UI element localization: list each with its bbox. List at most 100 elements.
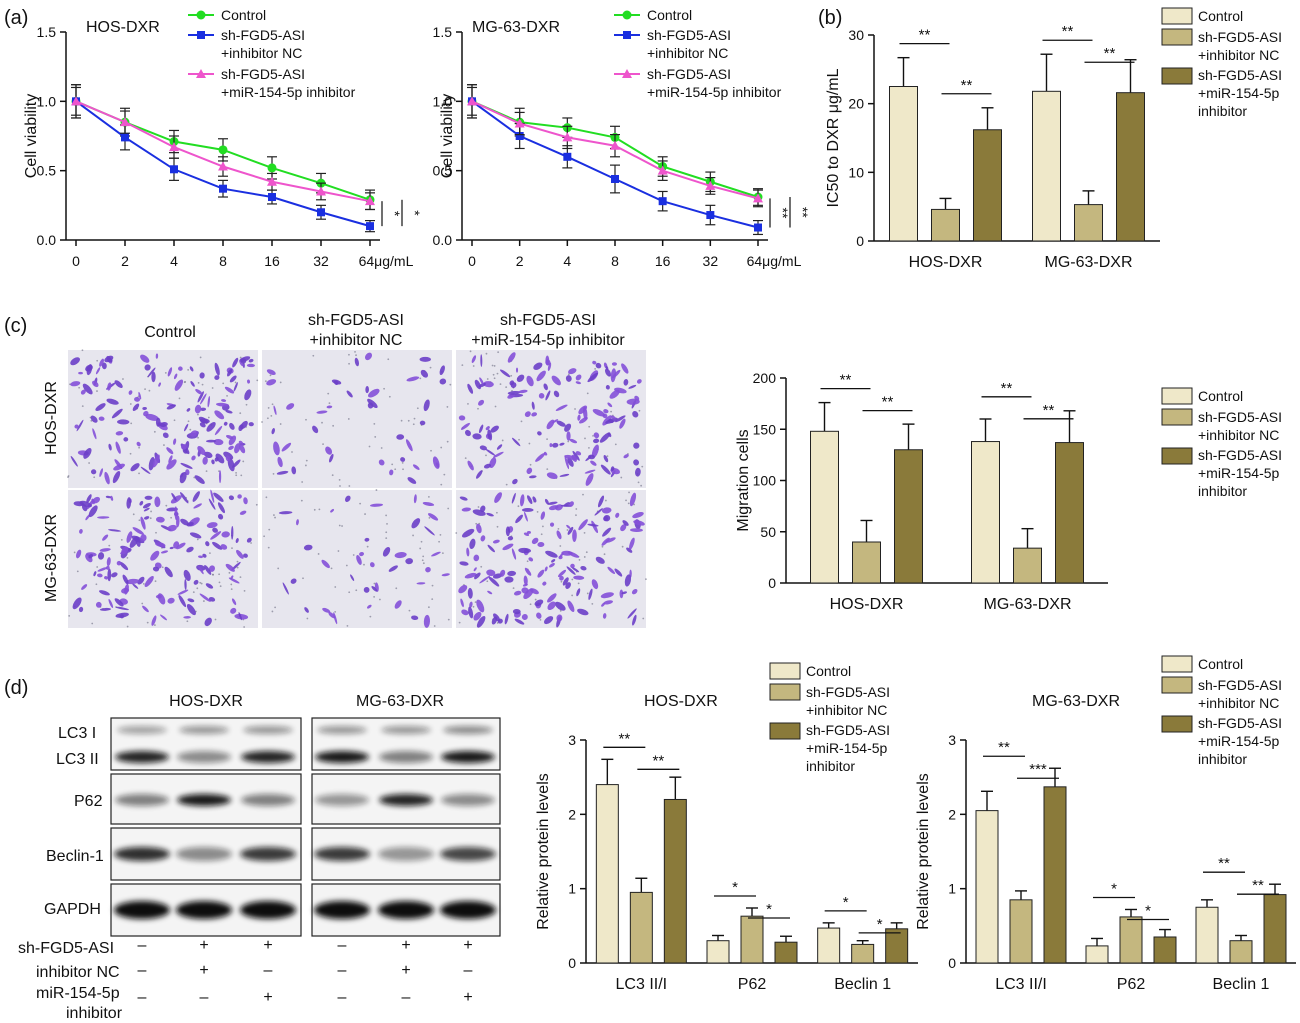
blot-band	[177, 794, 231, 806]
pore-dot	[385, 531, 388, 534]
legend-d2: Control sh-FGD5-ASI +inhibitor NC sh-FGD…	[1161, 655, 1282, 767]
blot-band	[243, 726, 293, 734]
pore-dot	[264, 380, 267, 383]
pore-dot	[338, 478, 341, 481]
stained-cell	[458, 584, 468, 594]
stained-cell	[603, 514, 611, 522]
pore-dot	[477, 506, 480, 508]
stained-cell	[213, 438, 224, 446]
x-tick-label: 16	[655, 253, 671, 269]
stained-cell	[114, 598, 124, 607]
pore-dot	[165, 504, 168, 507]
pore-dot	[583, 531, 586, 534]
x-tick-label: Beclin 1	[1213, 976, 1270, 993]
chart-a1-title: HOS-DXR	[86, 19, 160, 36]
condition-sign: –	[338, 937, 347, 954]
stained-cell	[458, 415, 466, 421]
stained-cell	[88, 505, 98, 518]
stained-cell	[151, 371, 156, 383]
stained-cell	[282, 582, 289, 595]
significance-label: **	[775, 208, 791, 219]
significance-bracket-label: **	[1043, 402, 1055, 419]
stained-cell	[202, 553, 207, 558]
stained-cell	[485, 426, 490, 431]
stained-cell	[193, 503, 202, 509]
pore-dot	[207, 416, 210, 419]
condition-sign: +	[463, 989, 472, 1006]
stained-cell	[575, 381, 582, 385]
stained-cell	[480, 535, 486, 542]
pore-dot	[126, 556, 129, 559]
condition-sign: +	[463, 937, 472, 954]
bar	[706, 940, 730, 964]
condition-sign: +	[199, 937, 208, 954]
stained-cell	[628, 384, 637, 389]
data-point	[563, 152, 572, 161]
pore-dot	[214, 618, 217, 621]
data-point	[657, 165, 668, 175]
legend-label-inh-1: sh-FGD5-ASI	[1198, 447, 1282, 463]
stained-cell	[176, 515, 180, 528]
pore-dot	[138, 519, 141, 522]
pore-dot	[400, 419, 403, 422]
condition-sign: –	[138, 989, 147, 1006]
stained-cell	[273, 441, 280, 456]
stained-cell	[152, 454, 160, 468]
stained-cell	[564, 454, 578, 461]
pore-dot	[385, 514, 388, 517]
panel-label-a: (a)	[4, 7, 28, 29]
legend-d1: Control sh-FGD5-ASI +inhibitor NC sh-FGD…	[769, 662, 890, 774]
stained-cell	[460, 598, 464, 608]
pore-dot	[582, 493, 584, 496]
stained-cell	[553, 390, 560, 398]
significance-bracket-label: **	[1218, 855, 1230, 872]
stained-cell	[595, 362, 602, 369]
bar	[1229, 940, 1253, 964]
stained-cell	[207, 395, 211, 408]
pore-dot	[200, 582, 203, 585]
stained-cell	[97, 552, 105, 560]
stained-cell	[492, 573, 503, 579]
x-tick-label: 16	[264, 253, 280, 269]
stained-cell	[504, 576, 514, 583]
pore-dot	[95, 583, 98, 586]
stained-cell	[547, 362, 552, 372]
pore-dot	[439, 533, 442, 536]
y-tick-label: 1	[568, 881, 576, 897]
pore-dot	[187, 369, 190, 371]
pore-dot	[163, 444, 165, 446]
stained-cell	[321, 559, 330, 569]
pore-dot	[279, 381, 282, 384]
significance-bracket-label: **	[1104, 45, 1116, 62]
stained-cell	[291, 466, 297, 475]
pore-dot	[539, 618, 542, 621]
legend-label-inh-1: sh-FGD5-ASI	[647, 66, 731, 82]
legend-b: Control sh-FGD5-ASI +inhibitor NC sh-FGD…	[1161, 7, 1282, 119]
data-point	[121, 133, 129, 142]
stained-cell	[114, 380, 123, 388]
stained-cell	[325, 446, 333, 455]
y-tick-label: 200	[753, 370, 777, 386]
stained-cell	[142, 503, 151, 509]
x-tick-label: 4	[170, 253, 178, 269]
pore-dot	[300, 499, 303, 502]
legend-label-inh-2: +miR-154-5p inhibitor	[221, 84, 356, 100]
stained-cell	[600, 464, 611, 475]
pore-dot	[586, 392, 589, 395]
blot-band	[379, 794, 433, 806]
stained-cell	[88, 554, 94, 559]
stained-cell	[624, 574, 632, 587]
significance-bracket-label: *	[766, 901, 772, 918]
stained-cell	[595, 556, 605, 564]
stained-cell	[105, 495, 112, 499]
pore-dot	[96, 359, 99, 362]
pore-dot	[446, 440, 449, 443]
stained-cell	[411, 615, 419, 621]
stained-cell	[635, 467, 641, 477]
stained-cell	[180, 462, 193, 469]
data-point	[317, 208, 325, 217]
stained-cell	[277, 456, 283, 468]
pore-dot	[196, 587, 199, 590]
stained-cell	[419, 356, 431, 362]
stained-cell	[238, 424, 244, 432]
